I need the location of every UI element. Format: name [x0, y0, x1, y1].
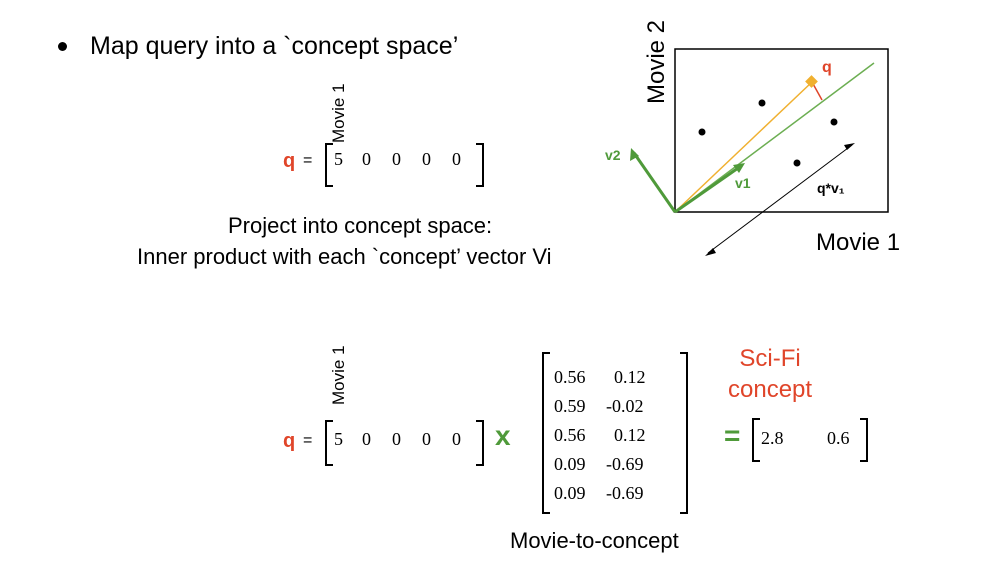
matrix-caption: Movie-to-concept	[510, 528, 679, 553]
scifi-concept-label: Sci-Fi concept	[728, 345, 813, 403]
matrix-cell: 0.09	[554, 483, 586, 503]
bracket-left-top	[325, 143, 333, 187]
project-text-line1: Project into concept space:	[228, 213, 493, 238]
data-point	[830, 118, 838, 126]
bullet-dot	[58, 42, 67, 51]
result-vector: 2.8 0.6	[761, 428, 850, 449]
data-point	[758, 99, 766, 107]
result-value: 0.6	[827, 428, 850, 448]
q-label-top: q	[283, 150, 296, 172]
query-value: 0	[422, 429, 431, 449]
equals-top: =	[303, 152, 313, 169]
query-value: 5	[334, 429, 343, 449]
matrix-cell: 0.56	[554, 425, 586, 445]
result-bracket-right	[860, 418, 868, 462]
query-value: 0	[362, 149, 371, 169]
q-point-label: q	[822, 59, 832, 76]
matrix-row: 0.09 -0.69	[554, 454, 644, 475]
query-value: 0	[422, 149, 431, 169]
query-value: 0	[362, 429, 371, 449]
project-text-line2: Inner product with each `concept’ vector…	[137, 244, 552, 269]
matrix-cell: -0.02	[606, 396, 644, 416]
movie2-axis-label: Movie 2	[643, 19, 670, 104]
projection-arrow-start	[705, 248, 716, 256]
matrix-bracket-left	[542, 352, 550, 514]
matrix-row: 0.09 -0.69	[554, 483, 644, 504]
equals-bottom: =	[303, 432, 313, 449]
q-label-bottom: q	[283, 430, 296, 452]
matrix-row: 0.59 -0.02	[554, 396, 644, 417]
data-point	[793, 159, 801, 167]
projection-length-line	[707, 144, 853, 254]
matrix-cell: -0.69	[606, 483, 644, 503]
matrix-cell: 0.09	[554, 454, 586, 474]
data-point	[698, 128, 706, 136]
multiply-sign: x	[495, 420, 511, 451]
v2-label: v2	[605, 147, 621, 163]
movie1-axis-label-bottom: Movie 1	[329, 345, 348, 405]
concept-space-plot	[630, 48, 889, 256]
query-direction-line	[674, 81, 813, 213]
v2-vector	[632, 152, 677, 213]
result-equals-sign: =	[724, 420, 741, 451]
query-value: 0	[452, 429, 461, 449]
matrix-cell: 0.12	[614, 425, 646, 445]
bracket-left-bottom	[325, 420, 333, 466]
projection-arrow-end	[844, 143, 855, 150]
matrix-cell: 0.59	[554, 396, 586, 416]
result-bracket-left	[752, 418, 760, 462]
query-value: 5	[334, 149, 343, 169]
projection-label: q*v₁	[817, 180, 845, 196]
v1-arrowhead	[733, 163, 745, 173]
v2-arrowhead	[630, 148, 639, 161]
matrix-cell: 0.12	[614, 367, 646, 387]
movie1-axis-label-top: Movie 1	[329, 83, 348, 143]
bullet-text: Map query into a `concept space’	[90, 32, 459, 60]
matrix-cell: 0.56	[554, 367, 586, 387]
bracket-right-bottom	[476, 420, 484, 466]
matrix-bracket-right	[680, 352, 688, 514]
query-value: 0	[392, 149, 401, 169]
movie1-axis-label-plot: Movie 1	[816, 229, 901, 256]
v1-vector	[674, 164, 742, 214]
query-value: 0	[452, 149, 461, 169]
matrix-row: 0.56 0.12	[554, 367, 646, 388]
query-value: 0	[392, 429, 401, 449]
v1-label: v1	[735, 175, 751, 191]
matrix-row: 0.56 0.12	[554, 425, 646, 446]
bracket-right-top	[476, 143, 484, 187]
plot-frame	[674, 48, 889, 213]
result-value: 2.8	[761, 428, 784, 448]
matrix-cell: -0.69	[606, 454, 644, 474]
